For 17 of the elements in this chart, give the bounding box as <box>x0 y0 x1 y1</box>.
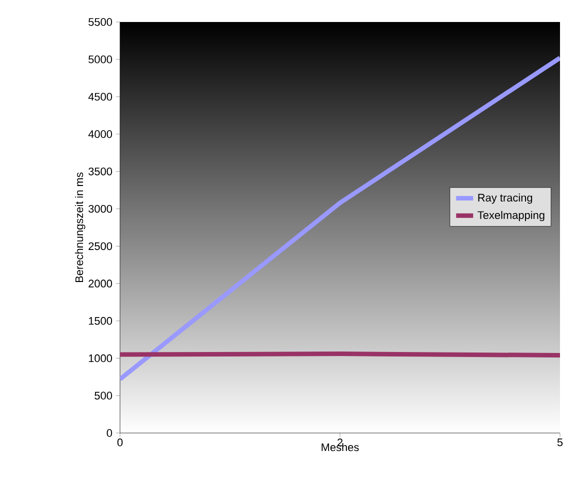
y-tick-label: 500 <box>94 392 112 400</box>
y-tick-label: 5500 <box>88 18 112 26</box>
y-axis-title: Berechnungszeit in ms <box>75 172 86 282</box>
legend-label: Ray tracing <box>478 194 532 204</box>
y-tick-label: 4500 <box>88 92 112 101</box>
y-tick-label: 2000 <box>88 280 112 288</box>
y-tick-label: 1000 <box>88 354 112 362</box>
y-tick-label: 3000 <box>88 204 112 213</box>
y-tick-label: 5000 <box>88 56 112 64</box>
y-tick-label: 2500 <box>88 242 112 250</box>
x-tick-label: 0 <box>117 438 123 446</box>
y-tick-label: 0 <box>106 429 112 437</box>
y-tick-label: 4000 <box>88 130 112 138</box>
y-tick-label: 3500 <box>88 168 112 176</box>
legend-label: Texelmapping <box>478 210 544 222</box>
y-tick-label: 1500 <box>88 317 112 325</box>
x-tick-label: 5 <box>557 438 563 446</box>
